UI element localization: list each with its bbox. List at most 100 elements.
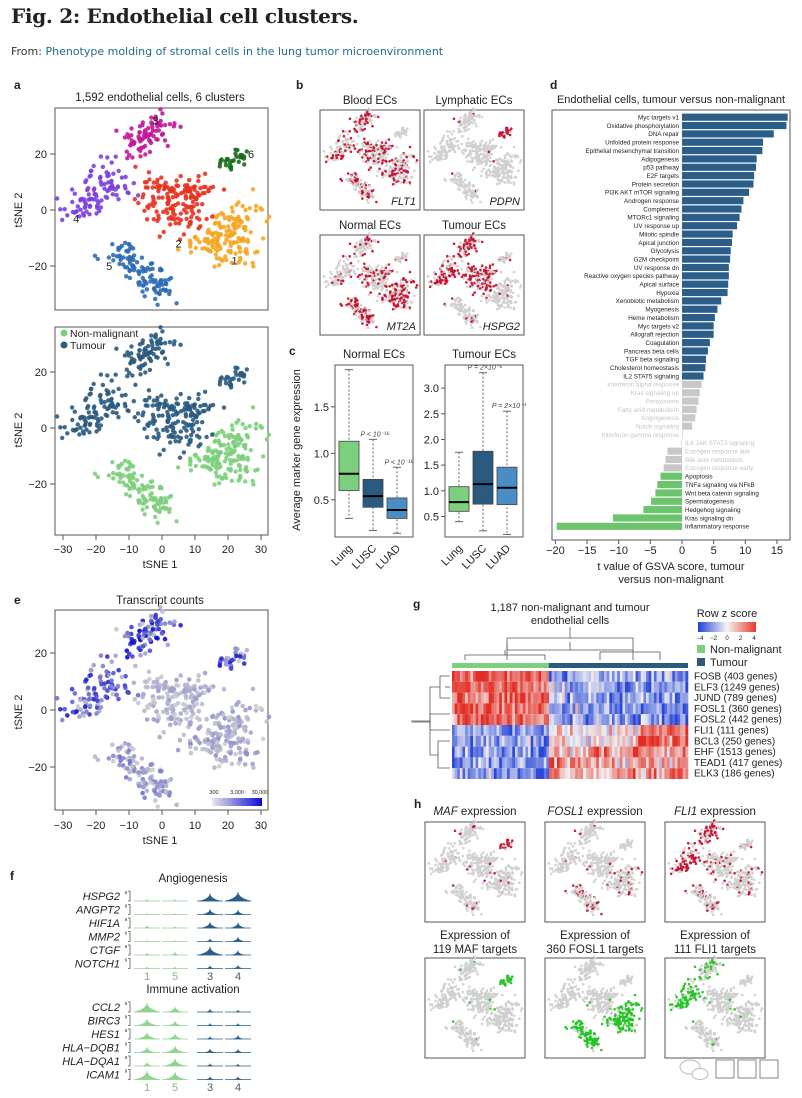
cell-point (400, 162, 403, 166)
cell-point (214, 239, 220, 244)
heatmap-cell (520, 671, 524, 682)
cell-point (59, 717, 65, 723)
cell-point (327, 283, 330, 286)
cell-point (346, 297, 350, 300)
cell-point (358, 243, 362, 246)
heatmap-cell (567, 671, 571, 682)
bar (682, 247, 731, 255)
cell-point (341, 154, 345, 158)
tsne-clusters-points (54, 107, 272, 307)
cell-point (154, 635, 159, 641)
cell-point (231, 458, 236, 463)
cell-point (159, 175, 164, 180)
heatmap-cell (514, 671, 518, 682)
cell-point (106, 473, 112, 478)
cell-point (519, 159, 523, 162)
cell-point (470, 121, 473, 125)
legend-tumour: Tumour (710, 657, 748, 669)
scale-bracket (128, 1015, 131, 1026)
box (472, 450, 494, 505)
cell-point (343, 274, 347, 277)
box (448, 486, 470, 512)
cell-point (376, 295, 380, 298)
cell-point (178, 429, 183, 434)
cell-point (391, 169, 395, 173)
cell-point (192, 687, 197, 692)
cell-point (200, 746, 205, 752)
cell-point (362, 154, 366, 158)
cell-point (131, 141, 137, 147)
cell-point (406, 252, 409, 255)
cell-point (348, 130, 352, 133)
cell-point (499, 282, 503, 286)
cell-point (237, 756, 243, 761)
cell-point (489, 160, 492, 163)
cell-point (378, 152, 381, 156)
cell-point (166, 277, 172, 282)
cell-point (358, 126, 362, 129)
cell-point (383, 174, 387, 177)
cell-point (468, 242, 472, 246)
cell-point (189, 426, 194, 431)
cell-point (181, 232, 187, 237)
cell-point (162, 356, 168, 361)
cell-point (342, 259, 346, 263)
cell-point (463, 129, 466, 133)
cell-point (210, 432, 215, 437)
cell-point (149, 120, 154, 125)
cell-point (110, 742, 115, 748)
cell-point (158, 123, 164, 128)
cell-point (125, 766, 130, 771)
y-tick-label: 1.5 (314, 402, 329, 414)
bar-label: Interferon gamma response (602, 432, 680, 439)
cell-point (140, 341, 145, 346)
y-tick-label: 0 (41, 423, 47, 435)
cell-point (410, 300, 414, 304)
cell-point (469, 277, 473, 280)
cell-point (426, 150, 430, 153)
cell-point (95, 256, 101, 262)
cell-point (165, 700, 170, 706)
cell-point (372, 271, 376, 275)
heatmap-cell (622, 671, 626, 682)
cell-point (159, 393, 164, 398)
cell-point (117, 754, 122, 759)
cell-point (106, 756, 112, 761)
cell-point (369, 291, 373, 294)
article-link[interactable]: Phenotype molding of stromal cells in th… (45, 45, 444, 58)
cell-point (167, 790, 173, 795)
violin (232, 910, 244, 915)
cell-point (358, 152, 361, 155)
cell-point (58, 207, 63, 212)
cell-point (237, 436, 242, 442)
cell-point (362, 160, 365, 163)
cell-point (129, 764, 135, 769)
cell-point (360, 114, 363, 118)
cell-point (228, 461, 233, 466)
cell-point (175, 747, 181, 753)
cell-point (136, 269, 141, 274)
cell-point (264, 219, 269, 224)
cell-point (87, 212, 92, 217)
cell-point (238, 473, 243, 478)
cell-point (175, 201, 181, 206)
bar (682, 197, 744, 205)
violin (139, 1047, 155, 1053)
cell-point (123, 240, 128, 245)
cell-point (130, 746, 136, 752)
cluster-tick: 3 (207, 971, 213, 983)
x-tick-label: 20 (222, 544, 234, 556)
cell-point (366, 246, 369, 250)
cell-point (202, 670, 208, 676)
cell-point (196, 392, 201, 397)
cell-point (223, 163, 229, 168)
cell-point (95, 757, 101, 763)
cell-point (188, 244, 193, 249)
cell-point (81, 713, 87, 718)
cell-point (357, 259, 360, 263)
violin (164, 1071, 186, 1080)
cell-point (481, 157, 484, 160)
bar-label: Kras signaling up (631, 390, 680, 397)
cell-point (173, 439, 178, 444)
cell-point (393, 172, 397, 176)
